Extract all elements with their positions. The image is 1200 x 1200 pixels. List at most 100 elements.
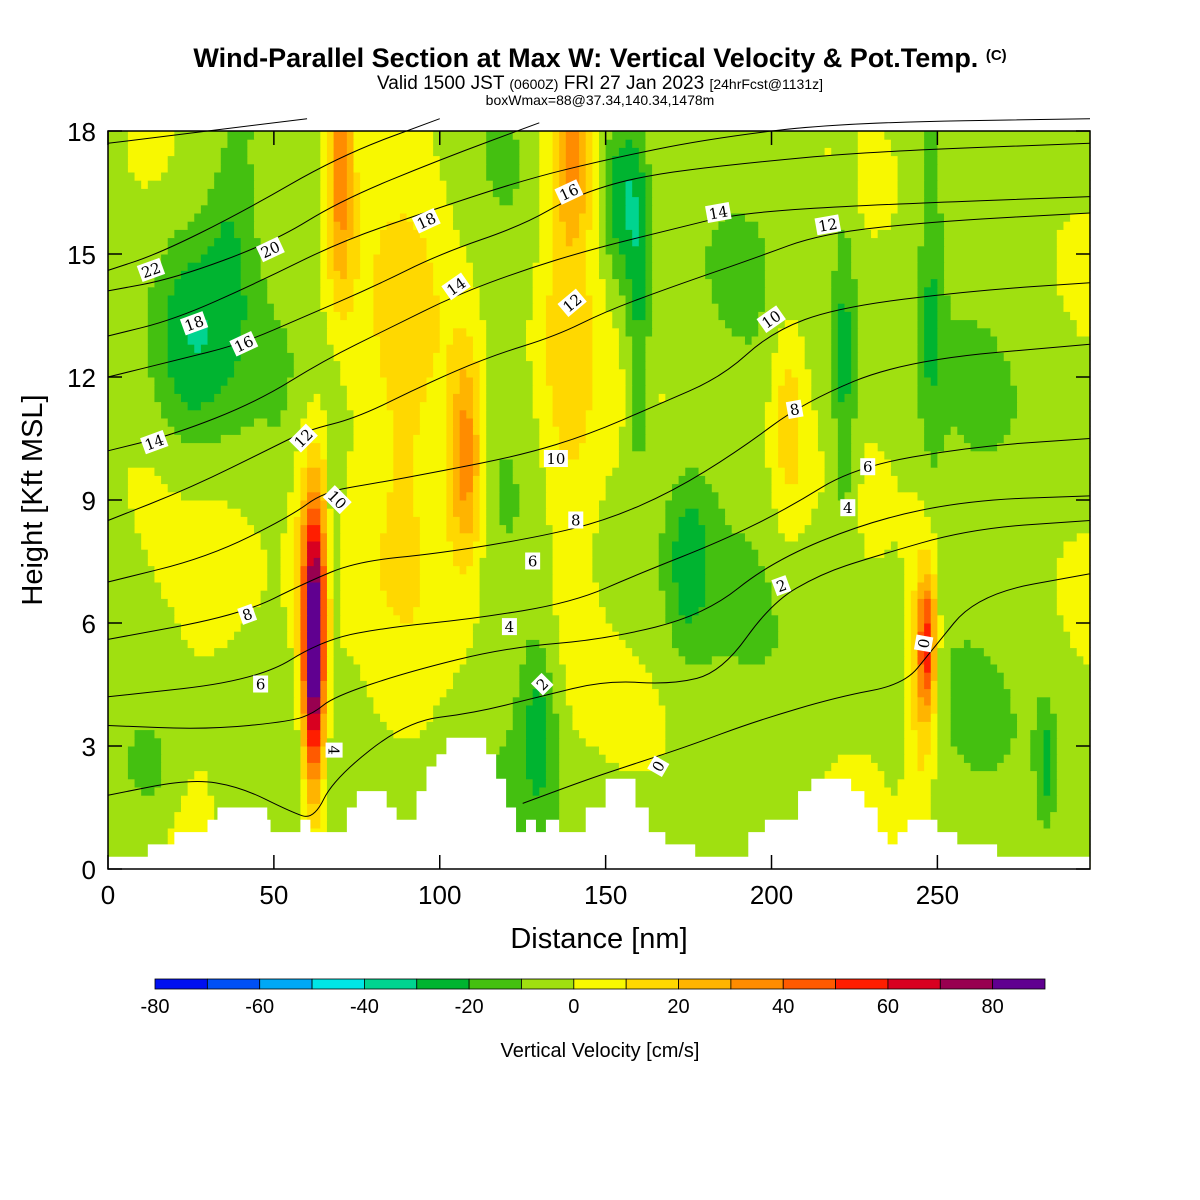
heatmap-cell — [353, 155, 441, 165]
heatmap-cell — [1010, 737, 1031, 747]
heatmap-cell — [857, 524, 932, 534]
heatmap-cell — [890, 458, 932, 468]
heatmap-cell — [798, 433, 819, 444]
heatmap-cell — [333, 524, 341, 534]
heatmap-cell — [645, 351, 773, 362]
heatmap-cell — [612, 220, 627, 230]
heatmap-cell — [459, 368, 467, 378]
heatmap-cell — [267, 278, 321, 288]
heatmap-cell — [486, 524, 507, 534]
heatmap-cell — [599, 597, 666, 608]
heatmap-cell — [293, 524, 302, 534]
heatmap-cell — [326, 597, 335, 608]
heatmap-cell — [293, 540, 302, 550]
heatmap-cell — [174, 606, 255, 616]
heatmap-cell — [446, 376, 461, 386]
heatmap-cell — [293, 368, 341, 378]
heatmap-cell — [479, 384, 487, 394]
heatmap-cell — [711, 294, 766, 304]
heatmap-cell — [1010, 376, 1091, 386]
heatmap-cell — [778, 417, 799, 427]
heatmap-cell — [725, 212, 746, 222]
heatmap-cell — [486, 376, 534, 386]
heatmap-cell — [824, 466, 839, 476]
heatmap-cell — [207, 327, 242, 337]
heatmap-cell — [930, 647, 938, 657]
heatmap-cell — [326, 409, 355, 419]
heatmap-cell — [380, 565, 421, 575]
contour-label: 8 — [568, 511, 584, 530]
heatmap-cell — [632, 647, 680, 657]
heatmap-cell — [293, 704, 302, 714]
heatmap-cell — [108, 343, 149, 353]
heatmap-cell — [864, 532, 938, 542]
heatmap-cell — [711, 228, 759, 239]
heatmap-cell — [532, 278, 554, 288]
heatmap-cell — [472, 466, 481, 476]
heatmap-cell — [380, 581, 421, 591]
heatmap-cell — [1010, 425, 1091, 435]
heatmap-cell — [532, 688, 540, 698]
heatmap-cell — [326, 237, 335, 247]
heatmap-cell — [108, 548, 149, 558]
heatmap-cell — [638, 655, 686, 665]
heatmap-cell — [459, 491, 467, 501]
heatmap-cell — [472, 474, 481, 485]
heatmap-cell — [413, 507, 447, 517]
contour-label-bg — [441, 272, 471, 301]
heatmap-cell — [519, 663, 547, 673]
y-tick-label: 3 — [82, 732, 96, 762]
heatmap-cell — [419, 573, 481, 583]
heatmap-cell — [479, 499, 487, 509]
heatmap-cell — [559, 745, 600, 755]
heatmap-cell — [612, 622, 673, 632]
heatmap-cell — [108, 220, 189, 230]
heatmap-cell — [227, 130, 255, 140]
heatmap-cell — [479, 802, 560, 813]
heatmap-cell — [811, 376, 832, 386]
heatmap-cell — [784, 474, 799, 485]
heatmap-cell — [579, 179, 587, 189]
contour-label: 6 — [525, 552, 541, 571]
heatmap-cell — [340, 597, 388, 608]
heatmap-cell — [944, 622, 1065, 632]
heatmap-cell — [127, 146, 175, 157]
heatmap-cell — [857, 286, 919, 296]
heatmap-cell — [108, 638, 189, 649]
heatmap-cell — [326, 327, 375, 337]
heatmap-cell — [559, 835, 832, 845]
heatmap-cell — [997, 442, 1091, 452]
heatmap-cell — [1030, 729, 1045, 739]
heatmap-cell — [798, 409, 819, 419]
heatmap-cell — [479, 614, 560, 624]
heatmap-cell — [1056, 286, 1091, 296]
heatmap-cell — [340, 638, 474, 649]
heatmap-cell — [108, 286, 149, 296]
heatmap-cell — [380, 237, 428, 247]
heatmap-cell — [108, 360, 149, 370]
heatmap-cell — [307, 589, 321, 599]
heatmap-cell — [884, 778, 899, 788]
heatmap-cell — [910, 647, 919, 657]
heatmap-cell — [459, 565, 467, 575]
heatmap-cell — [705, 245, 766, 255]
heatmap-cell — [545, 663, 567, 673]
heatmap-cell — [625, 392, 633, 403]
heatmap-cell — [612, 212, 627, 222]
heatmap-cell — [778, 515, 812, 526]
heatmap-cell — [532, 392, 554, 403]
heatmap-cell — [924, 335, 938, 345]
heatmap-cell — [857, 319, 919, 329]
heatmap-cell — [910, 630, 919, 640]
heatmap-cell — [897, 179, 925, 189]
contour-label-bg — [140, 430, 169, 455]
heatmap-cell — [207, 786, 302, 796]
heatmap-cell — [486, 327, 527, 337]
heatmap-cell — [778, 433, 799, 444]
heatmap-cell — [446, 491, 454, 501]
heatmap-cell — [844, 491, 859, 501]
x-tick-label: 150 — [584, 880, 627, 910]
heatmap-cell — [340, 614, 401, 624]
heatmap-cell — [599, 499, 666, 509]
heatmap-cell — [1003, 679, 1091, 690]
